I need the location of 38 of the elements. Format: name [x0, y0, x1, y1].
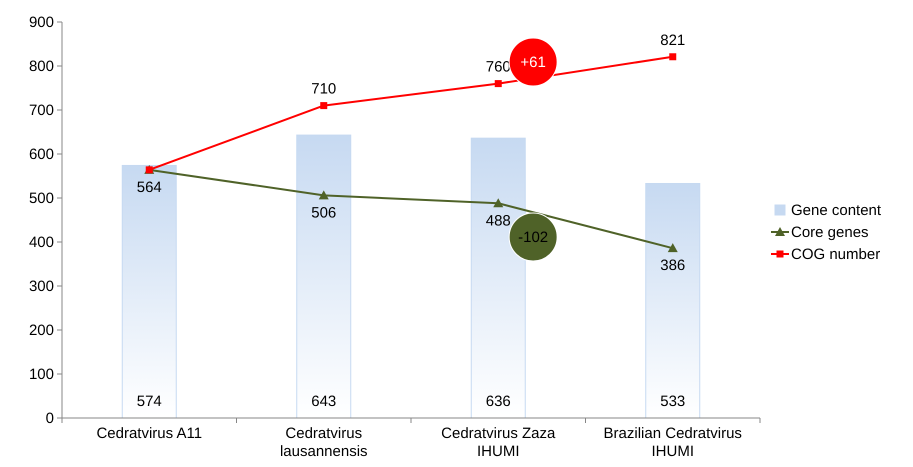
- y-tick-label: 0: [46, 410, 54, 427]
- legend-label: Core genes: [791, 224, 869, 241]
- x-tick-label: Cedratvirus A11: [96, 425, 202, 442]
- y-tick-label: 800: [28, 58, 54, 75]
- y-tick-label: 200: [28, 322, 54, 339]
- x-tick-label: Brazilian Cedratvirus IHUMI: [604, 425, 742, 460]
- data-label: 574: [136, 393, 162, 410]
- annotation: -102: [518, 229, 548, 246]
- bar: [122, 164, 177, 418]
- x-tick-label: Cedratvirus Zaza IHUMI: [441, 425, 556, 460]
- point: [493, 198, 504, 208]
- data-label: 488: [486, 212, 511, 230]
- data-label: 636: [486, 393, 511, 410]
- data-label: 564: [136, 178, 162, 196]
- point: [320, 102, 328, 110]
- y-tick-label: 400: [28, 234, 54, 251]
- annotation: +61: [520, 54, 546, 71]
- data-label: 506: [311, 204, 336, 222]
- y-tick-label: 100: [28, 366, 54, 383]
- legend-label: Gene content: [791, 202, 882, 219]
- data-label: 533: [660, 393, 686, 410]
- data-label: 710: [311, 80, 336, 98]
- bar: [296, 134, 352, 418]
- point: [318, 190, 329, 200]
- point: [494, 80, 502, 88]
- data-label: 386: [660, 257, 686, 274]
- legend-label: COG number: [791, 246, 880, 263]
- bar: [645, 182, 700, 418]
- y-tick-label: 600: [28, 146, 54, 163]
- y-tick-label: 900: [28, 14, 54, 31]
- data-label: 643: [311, 393, 336, 410]
- point: [669, 53, 676, 60]
- data-label: 821: [660, 32, 686, 49]
- y-tick-label: 500: [28, 190, 54, 207]
- point: [668, 243, 678, 252]
- x-tick-label: Cedratvirus lausannensis: [280, 425, 368, 460]
- y-tick-label: 700: [28, 102, 54, 119]
- y-tick-label: 300: [28, 278, 54, 295]
